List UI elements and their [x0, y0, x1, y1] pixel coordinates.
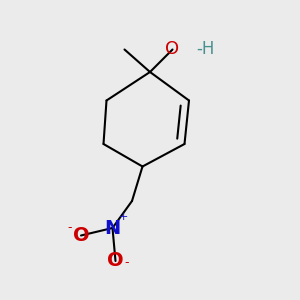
Text: O: O	[73, 226, 89, 245]
Text: +: +	[119, 212, 129, 223]
Text: -H: -H	[196, 40, 215, 58]
Text: -: -	[68, 221, 72, 235]
Text: O: O	[165, 40, 180, 58]
Text: -: -	[125, 256, 129, 269]
Text: O: O	[107, 251, 124, 271]
Text: N: N	[104, 218, 121, 238]
